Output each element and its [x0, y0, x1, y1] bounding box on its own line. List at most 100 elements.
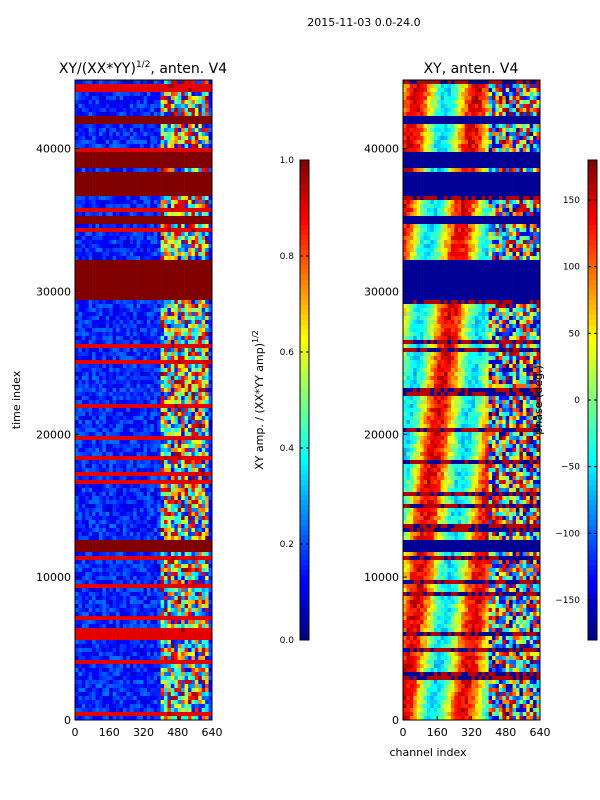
left-heatmap-cell — [129, 432, 134, 437]
left-heatmap-cell — [174, 328, 179, 333]
left-heatmap-cell — [184, 272, 189, 277]
left-heatmap-cell — [170, 200, 175, 205]
left-heatmap-cell — [112, 576, 117, 581]
left-heatmap-cell — [201, 216, 206, 221]
left-heatmap-cell — [205, 148, 209, 153]
left-heatmap-cell — [153, 512, 158, 517]
left-heatmap-cell — [194, 560, 199, 565]
left-heatmap-cell — [116, 272, 120, 277]
left-heatmap-cell — [126, 568, 131, 573]
left-heatmap-cell — [81, 140, 86, 145]
left-heatmap-cell — [174, 440, 179, 445]
left-heatmap-cell — [191, 392, 196, 397]
left-heatmap-cell — [78, 568, 83, 573]
left-heatmap-cell — [102, 556, 107, 561]
left-heatmap-cell — [129, 372, 134, 377]
left-heatmap-cell — [126, 336, 131, 341]
left-heatmap-cell — [129, 332, 134, 337]
left-heatmap-cell — [119, 376, 124, 381]
left-heatmap-cell — [170, 304, 175, 309]
left-heatmap-cell — [136, 196, 141, 201]
left-heatmap-cell — [181, 344, 185, 349]
left-heatmap-cell — [153, 144, 158, 149]
left-heatmap-cell — [88, 540, 93, 545]
left-heatmap-cell — [102, 552, 107, 557]
left-heatmap-cell — [153, 552, 158, 557]
left-heatmap-cell — [140, 100, 144, 105]
left-heatmap-cell — [81, 172, 86, 177]
left-heatmap-cell — [88, 552, 93, 557]
left-heatmap-cell — [194, 520, 199, 525]
left-heatmap-cell — [181, 480, 185, 485]
left-heatmap-cell — [198, 120, 203, 125]
left-heatmap-cell — [92, 136, 96, 141]
left-heatmap-cell — [208, 448, 213, 453]
left-heatmap-cell — [146, 280, 151, 285]
left-heatmap-cell — [126, 572, 131, 577]
left-heatmap-cell — [95, 396, 100, 401]
left-heatmap-cell — [129, 264, 134, 269]
left-heatmap-cell — [88, 272, 93, 277]
left-heatmap-cell — [75, 276, 79, 281]
left-heatmap-cell — [126, 284, 131, 289]
left-heatmap-cell — [150, 480, 155, 485]
left-heatmap-cell — [194, 460, 199, 465]
left-heatmap-cell — [181, 248, 185, 253]
left-heatmap-cell — [188, 188, 192, 193]
left-heatmap-cell — [170, 156, 175, 161]
left-heatmap-cell — [164, 376, 168, 381]
left-heatmap-cell — [157, 152, 161, 157]
left-heatmap-cell — [140, 208, 144, 213]
left-heatmap-cell — [164, 344, 168, 349]
left-heatmap-cell — [170, 504, 175, 509]
left-heatmap-cell — [126, 220, 131, 225]
left-heatmap-cell — [181, 228, 185, 233]
left-heatmap-cell — [146, 536, 151, 541]
left-heatmap-cell — [177, 164, 182, 169]
left-heatmap-cell — [98, 100, 103, 105]
left-heatmap-cell — [191, 200, 196, 205]
left-heatmap-cell — [184, 448, 189, 453]
left-heatmap-cell — [98, 116, 103, 121]
left-heatmap-cell — [119, 84, 124, 89]
left-heatmap-cell — [194, 556, 199, 561]
left-heatmap-cell — [160, 132, 165, 137]
left-heatmap-cell — [136, 400, 141, 405]
left-heatmap-cell — [205, 280, 209, 285]
left-heatmap-cell — [98, 480, 103, 485]
left-heatmap-cell — [205, 276, 209, 281]
left-heatmap-cell — [201, 388, 206, 393]
left-heatmap-cell — [181, 244, 185, 249]
left-heatmap-cell — [181, 192, 185, 197]
left-heatmap-cell — [174, 292, 179, 297]
left-heatmap-cell — [140, 88, 144, 93]
left-heatmap-cell — [102, 288, 107, 293]
left-heatmap-cell — [184, 376, 189, 381]
left-heatmap-cell — [150, 468, 155, 473]
left-heatmap-cell — [102, 152, 107, 157]
left-heatmap-cell — [105, 504, 110, 509]
left-heatmap-cell — [150, 204, 155, 209]
left-heatmap-cell — [112, 448, 117, 453]
left-heatmap-cell — [92, 156, 96, 161]
left-heatmap-cell — [160, 208, 165, 213]
left-heatmap-cell — [105, 548, 110, 553]
left-heatmap-cell — [140, 168, 144, 173]
left-heatmap-cell — [184, 360, 189, 365]
left-heatmap-cell — [198, 512, 203, 517]
left-heatmap-cell — [194, 196, 199, 201]
left-heatmap-cell — [174, 464, 179, 469]
left-heatmap-cell — [160, 352, 165, 357]
left-heatmap-cell — [92, 300, 96, 305]
left-heatmap-cell — [119, 564, 124, 569]
left-heatmap-cell — [208, 376, 213, 381]
left-heatmap-cell — [146, 504, 151, 509]
left-heatmap-cell — [136, 296, 141, 301]
left-heatmap-cell — [102, 504, 107, 509]
left-heatmap-cell — [184, 164, 189, 169]
left-heatmap-cell — [150, 88, 155, 93]
left-heatmap-cell — [133, 476, 137, 481]
left-heatmap-cell — [153, 452, 158, 457]
left-heatmap-cell — [201, 284, 206, 289]
left-heatmap-cell — [153, 356, 158, 361]
